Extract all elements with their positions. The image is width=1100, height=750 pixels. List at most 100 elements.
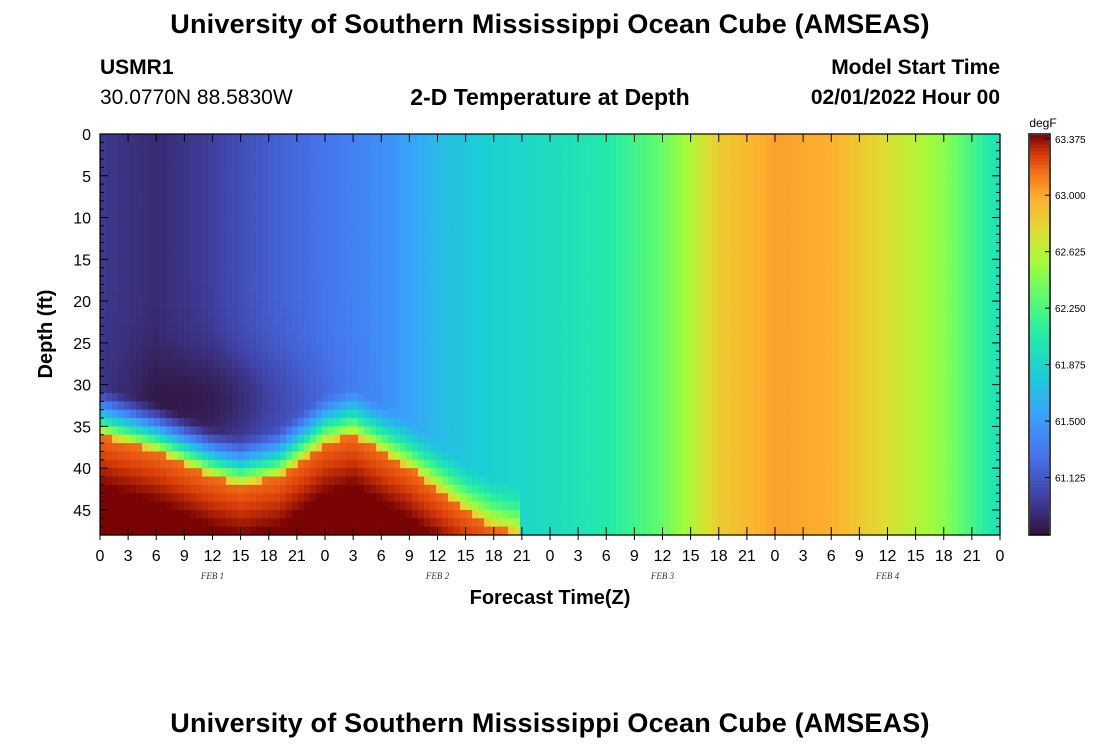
- heatmap-cell: [412, 392, 419, 402]
- heatmap-cell: [706, 301, 713, 311]
- heatmap-cell: [418, 334, 425, 344]
- heatmap-cell: [124, 159, 131, 169]
- heatmap-cell: [622, 217, 629, 227]
- heatmap-cell: [586, 518, 593, 528]
- heatmap-cell: [166, 142, 173, 152]
- heatmap-cell: [412, 493, 419, 503]
- heatmap-cell: [280, 526, 287, 536]
- heatmap-cell: [562, 159, 569, 169]
- heatmap-cell: [184, 326, 191, 336]
- heatmap-cell: [424, 242, 431, 252]
- heatmap-cell: [436, 493, 443, 503]
- heatmap-cell: [520, 292, 527, 302]
- heatmap-cell: [520, 342, 527, 352]
- heatmap-cell: [220, 426, 227, 436]
- heatmap-cell: [346, 175, 353, 185]
- heatmap-cell: [496, 451, 503, 461]
- heatmap-cell: [346, 150, 353, 160]
- heatmap-cell: [712, 384, 719, 394]
- heatmap-cell: [652, 267, 659, 277]
- heatmap-cell: [196, 234, 203, 244]
- heatmap-cell: [532, 209, 539, 219]
- heatmap-cell: [484, 401, 491, 411]
- heatmap-cell: [466, 200, 473, 210]
- heatmap-cell: [406, 459, 413, 469]
- heatmap-cell: [544, 367, 551, 377]
- heatmap-cell: [262, 501, 269, 511]
- heatmap-cell: [286, 276, 293, 285]
- heatmap-cell: [622, 468, 629, 478]
- heatmap-cell: [220, 167, 227, 177]
- heatmap-cell: [190, 309, 197, 319]
- heatmap-cell: [172, 317, 179, 327]
- heatmap-cell: [232, 484, 239, 494]
- heatmap-cell: [658, 192, 665, 202]
- heatmap-cell: [676, 292, 683, 302]
- heatmap-cell: [604, 418, 611, 427]
- heatmap-cell: [610, 209, 617, 219]
- heatmap-cell: [514, 426, 521, 436]
- heatmap-cell: [268, 392, 275, 402]
- heatmap-cell: [490, 217, 497, 227]
- heatmap-cell: [310, 451, 317, 461]
- heatmap-cell: [526, 267, 533, 277]
- heatmap-cell: [346, 451, 353, 461]
- heatmap-cell: [232, 468, 239, 478]
- heatmap-cell: [154, 359, 161, 369]
- heatmap-cell: [238, 317, 245, 327]
- heatmap-cell: [190, 392, 197, 402]
- heatmap-cell: [376, 234, 383, 244]
- heatmap-cell: [424, 301, 431, 311]
- heatmap-cell: [268, 493, 275, 503]
- heatmap-cell: [244, 509, 251, 519]
- heatmap-cell: [100, 518, 107, 528]
- heatmap-cell: [538, 142, 545, 152]
- heatmap-cell: [706, 209, 713, 219]
- heatmap-cell: [196, 468, 203, 478]
- heatmap-cell: [640, 493, 647, 503]
- heatmap-cell: [244, 451, 251, 461]
- heatmap-cell: [538, 209, 545, 219]
- heatmap-cell: [676, 476, 683, 486]
- heatmap-cell: [256, 284, 263, 294]
- heatmap-cell: [694, 259, 701, 269]
- heatmap-cell: [130, 518, 137, 528]
- heatmap-cell: [316, 259, 323, 269]
- heatmap-cell: [640, 426, 647, 436]
- heatmap-cell: [544, 317, 551, 327]
- heatmap-cell: [442, 359, 449, 369]
- heatmap-cell: [364, 200, 371, 210]
- heatmap-cell: [604, 501, 611, 511]
- heatmap-cell: [688, 250, 695, 260]
- heatmap-cell: [718, 376, 725, 386]
- heatmap-cell: [670, 175, 677, 185]
- heatmap-cell: [124, 476, 131, 486]
- heatmap-cell: [460, 484, 467, 494]
- heatmap-cell: [352, 401, 359, 411]
- heatmap-cell: [238, 217, 245, 227]
- heatmap-cell: [544, 526, 551, 536]
- heatmap-cell: [304, 418, 311, 427]
- heatmap-cell: [460, 267, 467, 277]
- heatmap-cell: [514, 276, 521, 285]
- heatmap-cell: [616, 234, 623, 244]
- heatmap-cell: [520, 309, 527, 319]
- heatmap-cell: [700, 301, 707, 311]
- heatmap-cell: [688, 142, 695, 152]
- heatmap-cell: [412, 418, 419, 427]
- heatmap-cell: [634, 509, 641, 519]
- heatmap-cell: [640, 384, 647, 394]
- heatmap-cell: [376, 434, 383, 444]
- heatmap-cell: [226, 159, 233, 169]
- heatmap-cell: [304, 284, 311, 294]
- heatmap-cell: [634, 317, 641, 327]
- heatmap-cell: [184, 175, 191, 185]
- heatmap-cell: [484, 468, 491, 478]
- heatmap-cell: [394, 518, 401, 528]
- heatmap-cell: [514, 159, 521, 169]
- heatmap-cell: [268, 476, 275, 486]
- heatmap-cell: [142, 376, 149, 386]
- heatmap-cell: [118, 342, 125, 352]
- heatmap-cell: [616, 476, 623, 486]
- heatmap-cell: [178, 334, 185, 344]
